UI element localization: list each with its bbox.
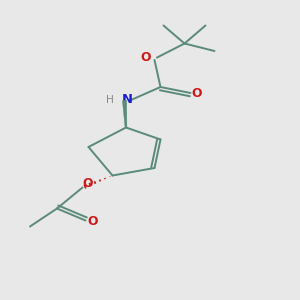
Text: O: O [141,51,152,64]
Text: H: H [106,94,114,105]
Text: O: O [192,87,202,100]
Polygon shape [122,100,127,127]
Text: O: O [87,215,98,228]
Text: N: N [122,93,132,106]
Text: O: O [82,177,93,190]
